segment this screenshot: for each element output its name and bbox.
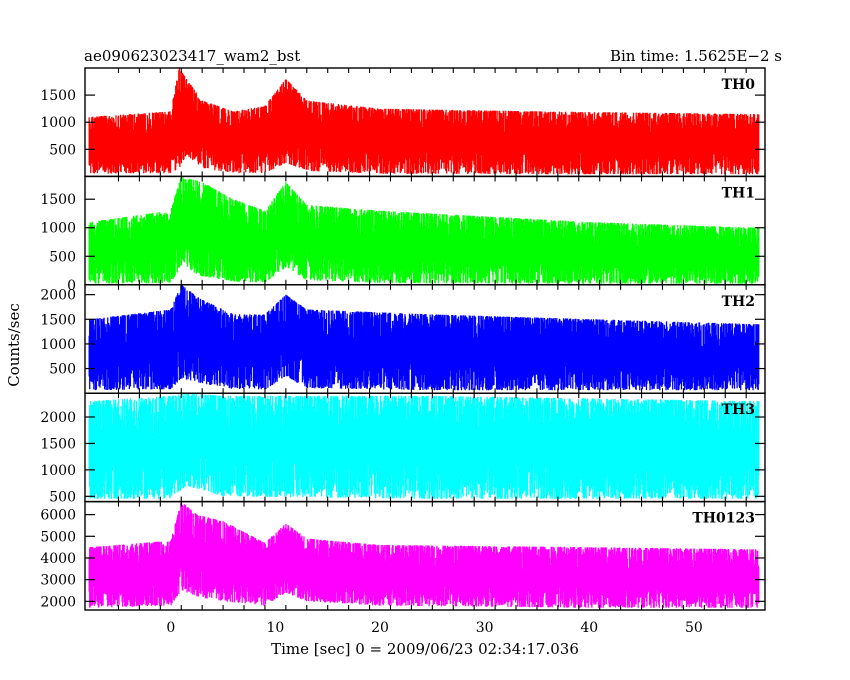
y-tick-label: 3000 — [40, 573, 76, 589]
x-tick-label: 20 — [371, 620, 389, 636]
x-tick-label: 10 — [266, 620, 284, 636]
y-tick-label: 1000 — [40, 463, 76, 479]
y-tick-label: 2000 — [40, 594, 76, 610]
y-tick-label: 1500 — [40, 436, 76, 452]
y-tick-label: 500 — [49, 249, 76, 265]
panel-label: TH1 — [722, 185, 755, 201]
y-tick-label: 1000 — [40, 115, 76, 131]
panel-th3: 500 1000 1500 2000 TH3 — [40, 392, 766, 505]
x-tick-label: 30 — [476, 620, 494, 636]
panel-th2: 500 1000 1500 2000 TH2 — [40, 284, 766, 394]
y-tick-label: 1500 — [40, 88, 76, 104]
trace-th1 — [88, 176, 760, 284]
y-tick-label: 500 — [49, 362, 76, 378]
y-tick-label: 2000 — [40, 288, 76, 304]
y-tick-label: 4000 — [40, 551, 76, 567]
panel-label: TH0 — [722, 77, 756, 93]
x-axis-label: Time [sec] 0 = 2009/06/23 02:34:17.036 — [271, 640, 579, 658]
panel-th0123: 2000 3000 4000 5000 6000 TH0123 — [40, 500, 766, 611]
y-tick-label: 6000 — [40, 508, 76, 524]
trace-th0 — [88, 68, 760, 175]
panel-th0: 500 1000 1500 TH0 — [40, 67, 766, 178]
y-tick-label: 500 — [49, 489, 76, 505]
y-tick-label: 1000 — [40, 221, 76, 237]
chart-title: ae090623023417_wam2_bst — [84, 47, 300, 65]
y-tick-label: 500 — [49, 142, 76, 158]
y-axis-label: Counts/sec — [5, 303, 23, 387]
y-tick-label: 1000 — [40, 337, 76, 353]
y-tick-label: 5000 — [40, 529, 76, 545]
trace-th2 — [88, 285, 760, 391]
x-tick-label: 50 — [685, 620, 703, 636]
y-tick-label: 2000 — [40, 410, 76, 426]
y-tick-label: 1500 — [40, 312, 76, 328]
bin-time-label: Bin time: 1.5625E−2 s — [610, 47, 782, 65]
y-tick-label: 1500 — [40, 192, 76, 208]
panel-label: TH0123 — [692, 511, 755, 527]
trace-th3 — [88, 393, 760, 499]
x-tick-label: 40 — [580, 620, 598, 636]
panel-frame — [84, 500, 766, 611]
panel-label: TH2 — [722, 294, 755, 310]
y-tick-label: 0 — [67, 278, 76, 294]
panel-th1: 0 500 1000 1500 TH1 — [40, 175, 766, 294]
trace-th0123 — [88, 502, 760, 608]
panel-label: TH3 — [722, 402, 755, 418]
x-tick-label: 0 — [166, 620, 175, 636]
